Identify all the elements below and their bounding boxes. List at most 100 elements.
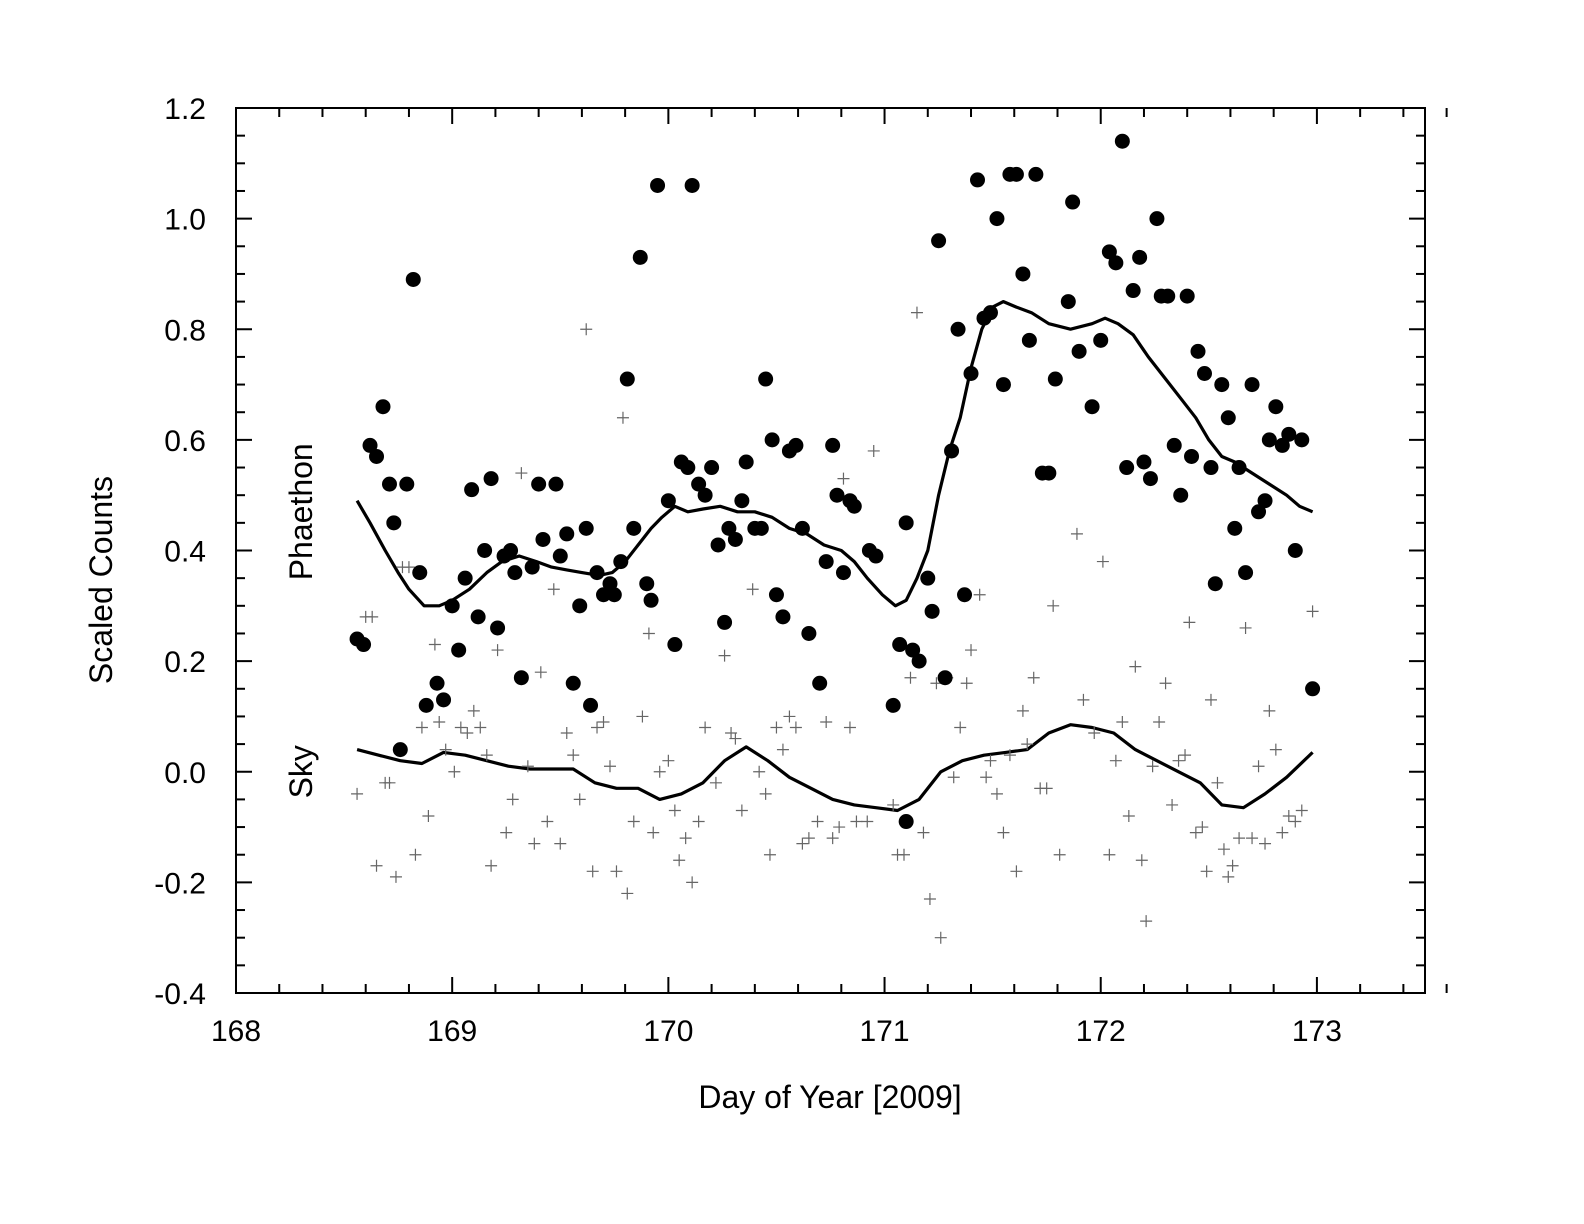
dot-marker	[727, 531, 743, 547]
plus-marker	[1217, 843, 1230, 856]
dot-marker	[950, 321, 966, 337]
plus-marker	[984, 754, 997, 767]
plus-marker	[826, 832, 839, 845]
dot-marker	[1060, 294, 1076, 310]
dot-marker	[1015, 266, 1031, 282]
dot-marker	[572, 598, 588, 614]
plus-marker	[729, 732, 742, 745]
x-axis-title: Day of Year [2009]	[698, 1079, 961, 1115]
dot-marker	[1093, 332, 1109, 348]
dot-marker	[794, 520, 810, 536]
plus-marker	[1122, 810, 1135, 822]
plus-marker	[480, 749, 493, 762]
dot-marker	[1184, 448, 1200, 464]
plus-marker	[960, 677, 973, 690]
plus-marker	[850, 815, 863, 828]
plus-marker	[997, 826, 1010, 839]
phaethon-label: Phaethon	[283, 443, 319, 580]
plus-marker	[1096, 555, 1109, 568]
plus-marker	[1135, 854, 1148, 867]
plus-marker	[528, 837, 541, 850]
y-tick-label: 0.8	[164, 314, 206, 347]
plus-marker	[1263, 704, 1276, 717]
plus-marker	[820, 715, 833, 728]
plus-marker	[759, 787, 772, 800]
plus-marker	[867, 444, 880, 457]
dot-marker	[362, 437, 378, 453]
plus-marker	[753, 765, 766, 778]
plus-marker	[1222, 870, 1235, 883]
plus-marker	[1109, 754, 1122, 767]
dot-marker	[1136, 454, 1152, 470]
dot-marker	[1119, 460, 1135, 476]
x-tick-label: 173	[1292, 1015, 1342, 1048]
plus-marker	[1172, 754, 1185, 767]
dot-marker	[444, 598, 460, 614]
dot-marker	[643, 592, 659, 608]
dot-marker	[835, 565, 851, 581]
plus-marker	[642, 627, 655, 640]
dot-marker	[684, 177, 700, 193]
y-tick-label: 0.4	[164, 536, 206, 569]
dot-marker	[1274, 437, 1290, 453]
plus-marker	[573, 793, 586, 806]
dot-marker	[639, 576, 655, 592]
dot-marker	[1132, 249, 1148, 265]
plus-marker	[662, 754, 675, 767]
dot-marker	[892, 637, 908, 653]
plus-marker	[802, 832, 815, 845]
dot-marker	[548, 476, 564, 492]
plus-marker	[1021, 738, 1034, 751]
plus-marker	[811, 815, 824, 828]
dot-marker	[1238, 565, 1254, 581]
dot-marker	[559, 526, 575, 542]
dot-marker	[885, 697, 901, 713]
dot-marker	[535, 531, 551, 547]
plus-marker	[1282, 810, 1295, 822]
plus-marker	[686, 876, 699, 889]
plus-marker	[861, 815, 874, 828]
dot-marker	[589, 565, 605, 581]
plus-marker	[366, 610, 379, 623]
dot-marker	[490, 620, 506, 636]
dot-marker	[898, 814, 914, 830]
dot-marker	[1173, 487, 1189, 503]
plus-marker	[428, 638, 441, 651]
dot-marker	[1160, 288, 1176, 304]
y-axis-title: Scaled Counts	[83, 476, 119, 684]
plus-marker	[1129, 660, 1142, 673]
dot-marker	[734, 493, 750, 509]
plus-marker	[627, 815, 640, 828]
dot-marker	[1190, 343, 1206, 359]
dot-marker	[1021, 332, 1037, 348]
plus-marker	[887, 798, 900, 811]
dot-marker	[457, 570, 473, 586]
plus-marker	[1200, 865, 1213, 878]
plus-marker	[1159, 677, 1172, 690]
plus-marker	[1153, 715, 1166, 728]
dot-marker	[660, 493, 676, 509]
dot-marker	[632, 249, 648, 265]
dot-marker	[626, 520, 642, 536]
dot-marker	[982, 305, 998, 321]
plus-marker	[547, 583, 560, 596]
dot-marker	[565, 675, 581, 691]
dot-marker	[1166, 437, 1182, 453]
dot-marker	[436, 692, 452, 708]
plus-marker	[370, 859, 383, 872]
plus-marker	[1289, 815, 1302, 828]
plus-marker	[506, 793, 519, 806]
plus-marker	[485, 859, 498, 872]
dot-marker	[768, 587, 784, 603]
plus-marker	[1259, 837, 1272, 850]
plus-marker	[1179, 749, 1192, 762]
plus-marker	[833, 821, 846, 834]
plus-marker	[467, 704, 480, 717]
plus-marker	[1269, 743, 1282, 756]
dot-marker	[801, 625, 817, 641]
dot-marker	[531, 476, 547, 492]
y-tick-label: -0.4	[154, 978, 206, 1011]
plus-marker	[534, 666, 547, 679]
dot-marker	[483, 471, 499, 487]
dot-marker	[920, 570, 936, 586]
